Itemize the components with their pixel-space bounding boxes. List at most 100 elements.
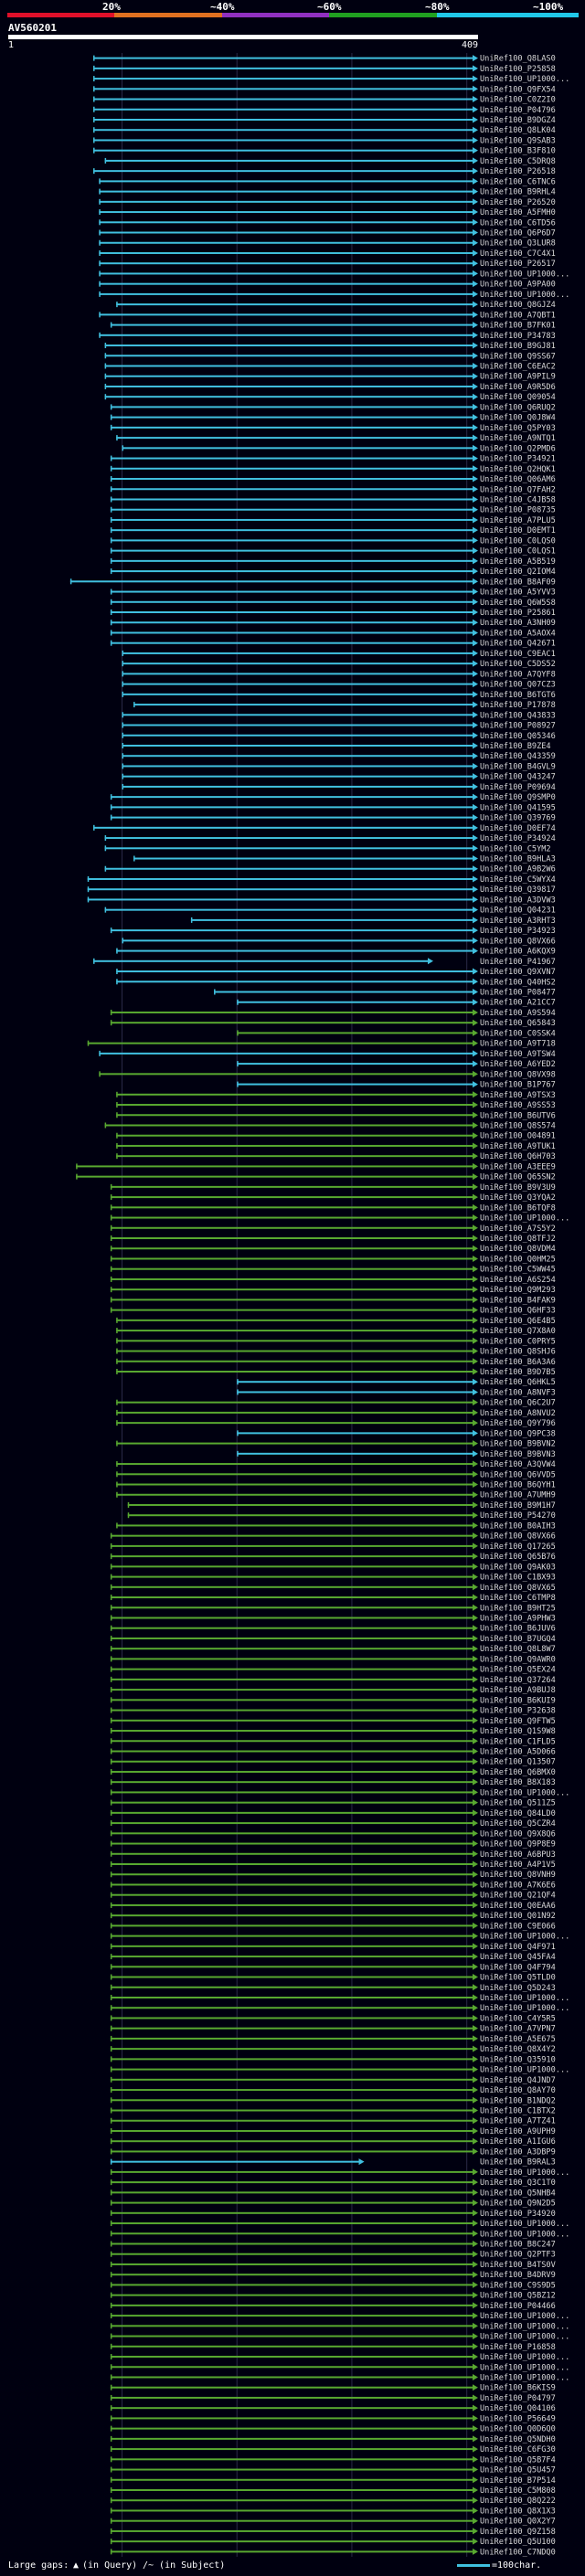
hit-row[interactable]: UniRef100_B9DGZ4 bbox=[93, 116, 556, 125]
hit-label[interactable]: UniRef100_A5YVV3 bbox=[480, 588, 556, 598]
hit-label[interactable]: UniRef100_Q9SMP0 bbox=[480, 793, 556, 802]
hit-bar[interactable] bbox=[110, 600, 473, 603]
hit-bar[interactable] bbox=[116, 1330, 474, 1332]
hit-label[interactable]: UniRef100_Q8VX66 bbox=[480, 1532, 556, 1542]
hit-row[interactable]: UniRef100_B9BVN2 bbox=[116, 1440, 556, 1449]
hit-label[interactable]: UniRef100_A6KQX9 bbox=[480, 948, 556, 957]
hit-bar[interactable] bbox=[104, 355, 473, 357]
hit-bar[interactable] bbox=[110, 2458, 473, 2461]
hit-row[interactable]: UniRef100_UP1000... bbox=[93, 75, 569, 84]
hit-row[interactable]: UniRef100_Q04231 bbox=[104, 906, 556, 916]
hit-row[interactable]: UniRef100_P41967 bbox=[93, 958, 556, 967]
hit-row[interactable]: UniRef100_Q4F794 bbox=[110, 1963, 556, 1972]
hit-row[interactable]: UniRef100_C5WYX4 bbox=[87, 875, 556, 885]
hit-row[interactable]: UniRef100_A9PIL9 bbox=[104, 373, 556, 382]
hit-bar[interactable] bbox=[110, 1945, 473, 1947]
hit-row[interactable]: UniRef100_UP1000... bbox=[110, 2353, 569, 2362]
hit-bar[interactable] bbox=[99, 231, 474, 234]
hit-row[interactable]: UniRef100_Q8VX65 bbox=[110, 1584, 556, 1593]
hit-label[interactable]: UniRef100_A9BUJ8 bbox=[480, 1686, 556, 1695]
hit-bar[interactable] bbox=[99, 211, 474, 214]
hit-label[interactable]: UniRef100_UP1000... bbox=[480, 291, 569, 300]
hit-bar[interactable] bbox=[110, 2191, 473, 2194]
hit-row[interactable]: UniRef100_Q8X1X3 bbox=[110, 2507, 556, 2516]
hit-label[interactable]: UniRef100_C9S9D5 bbox=[480, 2281, 556, 2290]
hit-row[interactable]: UniRef100_Q9P8E9 bbox=[110, 1840, 556, 1850]
hit-bar[interactable] bbox=[122, 693, 473, 695]
hit-label[interactable]: UniRef100_C5DRQ8 bbox=[480, 157, 556, 166]
hit-bar[interactable] bbox=[110, 478, 473, 481]
hit-label[interactable]: UniRef100_C0PRY5 bbox=[480, 1337, 556, 1346]
hit-bar[interactable] bbox=[237, 1032, 473, 1034]
hit-row[interactable]: UniRef100_B4TS0V bbox=[110, 2261, 556, 2270]
hit-bar[interactable] bbox=[110, 1996, 473, 1998]
hit-label[interactable]: UniRef100_Q7FAH2 bbox=[480, 485, 556, 494]
hit-label[interactable]: UniRef100_P16858 bbox=[480, 2343, 556, 2352]
hit-bar[interactable] bbox=[110, 2058, 473, 2061]
hit-label[interactable]: UniRef100_P25861 bbox=[480, 609, 556, 618]
hit-label[interactable]: UniRef100_B9DGZ4 bbox=[480, 116, 556, 125]
hit-row[interactable]: UniRef100_Q9Z158 bbox=[110, 2528, 556, 2537]
hit-bar[interactable] bbox=[99, 180, 474, 183]
hit-row[interactable]: UniRef100_C1FLD5 bbox=[110, 1737, 556, 1746]
hit-row[interactable]: UniRef100_B7P514 bbox=[110, 2476, 556, 2486]
hit-row[interactable]: UniRef100_C0LQS0 bbox=[110, 536, 556, 546]
hit-row[interactable]: UniRef100_P17878 bbox=[133, 701, 556, 710]
hit-label[interactable]: UniRef100_B9HLA3 bbox=[480, 855, 556, 864]
hit-bar[interactable] bbox=[110, 2519, 473, 2522]
hit-label[interactable]: UniRef100_P34924 bbox=[480, 834, 556, 843]
hit-bar[interactable] bbox=[110, 1606, 473, 1609]
hit-bar[interactable] bbox=[110, 518, 473, 521]
hit-bar[interactable] bbox=[116, 949, 474, 952]
hit-label[interactable]: UniRef100_Q5NDH0 bbox=[480, 2435, 556, 2444]
hit-row[interactable]: UniRef100_Q5PY03 bbox=[110, 424, 556, 433]
hit-label[interactable]: UniRef100_P25858 bbox=[480, 65, 556, 74]
hit-row[interactable]: UniRef100_Q2HQK1 bbox=[110, 465, 556, 474]
hit-bar[interactable] bbox=[110, 1185, 473, 1188]
hit-label[interactable]: UniRef100_Q5B7F4 bbox=[480, 2455, 556, 2465]
hit-row[interactable]: UniRef100_UP1000... bbox=[99, 291, 569, 300]
hit-row[interactable]: UniRef100_P25861 bbox=[110, 609, 556, 618]
hit-bar[interactable] bbox=[110, 1914, 473, 1917]
hit-label[interactable]: UniRef100_Q8X4Y2 bbox=[480, 2045, 556, 2054]
hit-bar[interactable] bbox=[110, 2529, 473, 2532]
hit-label[interactable]: UniRef100_A9TSX3 bbox=[480, 1091, 556, 1100]
hit-row[interactable]: UniRef100_Q5BZ12 bbox=[110, 2292, 556, 2301]
hit-label[interactable]: UniRef100_Q9FX54 bbox=[480, 85, 556, 94]
hit-bar[interactable] bbox=[237, 1083, 473, 1086]
hit-bar[interactable] bbox=[116, 970, 474, 973]
hit-bar[interactable] bbox=[110, 2078, 473, 2081]
hit-bar[interactable] bbox=[110, 1986, 473, 1988]
hit-row[interactable]: UniRef100_Q17265 bbox=[110, 1542, 556, 1552]
hit-label[interactable]: UniRef100_A1IGU6 bbox=[480, 2137, 556, 2147]
hit-label[interactable]: UniRef100_UP1000... bbox=[480, 2373, 569, 2382]
hit-bar[interactable] bbox=[110, 2499, 473, 2502]
hit-label[interactable]: UniRef100_Q6P6D7 bbox=[480, 229, 556, 239]
hit-label[interactable]: UniRef100_A4P1V5 bbox=[480, 1860, 556, 1870]
hit-label[interactable]: UniRef100_Q39769 bbox=[480, 814, 556, 823]
hit-row[interactable]: UniRef100_A7VPN7 bbox=[110, 2025, 556, 2034]
hit-row[interactable]: UniRef100_P16858 bbox=[110, 2343, 556, 2352]
hit-row[interactable]: UniRef100_Q9PC38 bbox=[237, 1429, 556, 1438]
hit-label[interactable]: UniRef100_Q5TLD0 bbox=[480, 1974, 556, 1983]
hit-row[interactable]: UniRef100_Q8L8W7 bbox=[110, 1645, 556, 1654]
hit-row[interactable]: UniRef100_A8NVU2 bbox=[116, 1409, 556, 1418]
hit-row[interactable]: UniRef100_Q43247 bbox=[122, 773, 556, 782]
hit-label[interactable]: UniRef100_UP1000... bbox=[480, 2168, 569, 2178]
hit-label[interactable]: UniRef100_Q0D6Q0 bbox=[480, 2425, 556, 2434]
hit-bar[interactable] bbox=[237, 1452, 473, 1455]
hit-label[interactable]: UniRef100_Q9FTW5 bbox=[480, 1717, 556, 1726]
hit-row[interactable]: UniRef100_Q06AM6 bbox=[110, 475, 556, 484]
hit-bar[interactable] bbox=[122, 714, 473, 716]
hit-row[interactable]: UniRef100_A6BPU3 bbox=[110, 1850, 556, 1860]
hit-row[interactable]: UniRef100_Q45FA4 bbox=[110, 1953, 556, 1962]
hit-row[interactable]: UniRef100_A3EEE9 bbox=[76, 1162, 556, 1171]
hit-row[interactable]: UniRef100_P56649 bbox=[110, 2414, 556, 2423]
hit-label[interactable]: UniRef100_B6TGT6 bbox=[480, 691, 556, 700]
hit-row[interactable]: UniRef100_P34923 bbox=[110, 927, 556, 936]
hit-label[interactable]: UniRef100_UP1000... bbox=[480, 2363, 569, 2372]
hit-label[interactable]: UniRef100_Q9AWR0 bbox=[480, 1655, 556, 1664]
hit-label[interactable]: UniRef100_UP1000... bbox=[480, 2353, 569, 2362]
hit-row[interactable]: UniRef100_C1BTX2 bbox=[110, 2107, 556, 2116]
hit-row[interactable]: UniRef100_Q35910 bbox=[110, 2055, 556, 2064]
